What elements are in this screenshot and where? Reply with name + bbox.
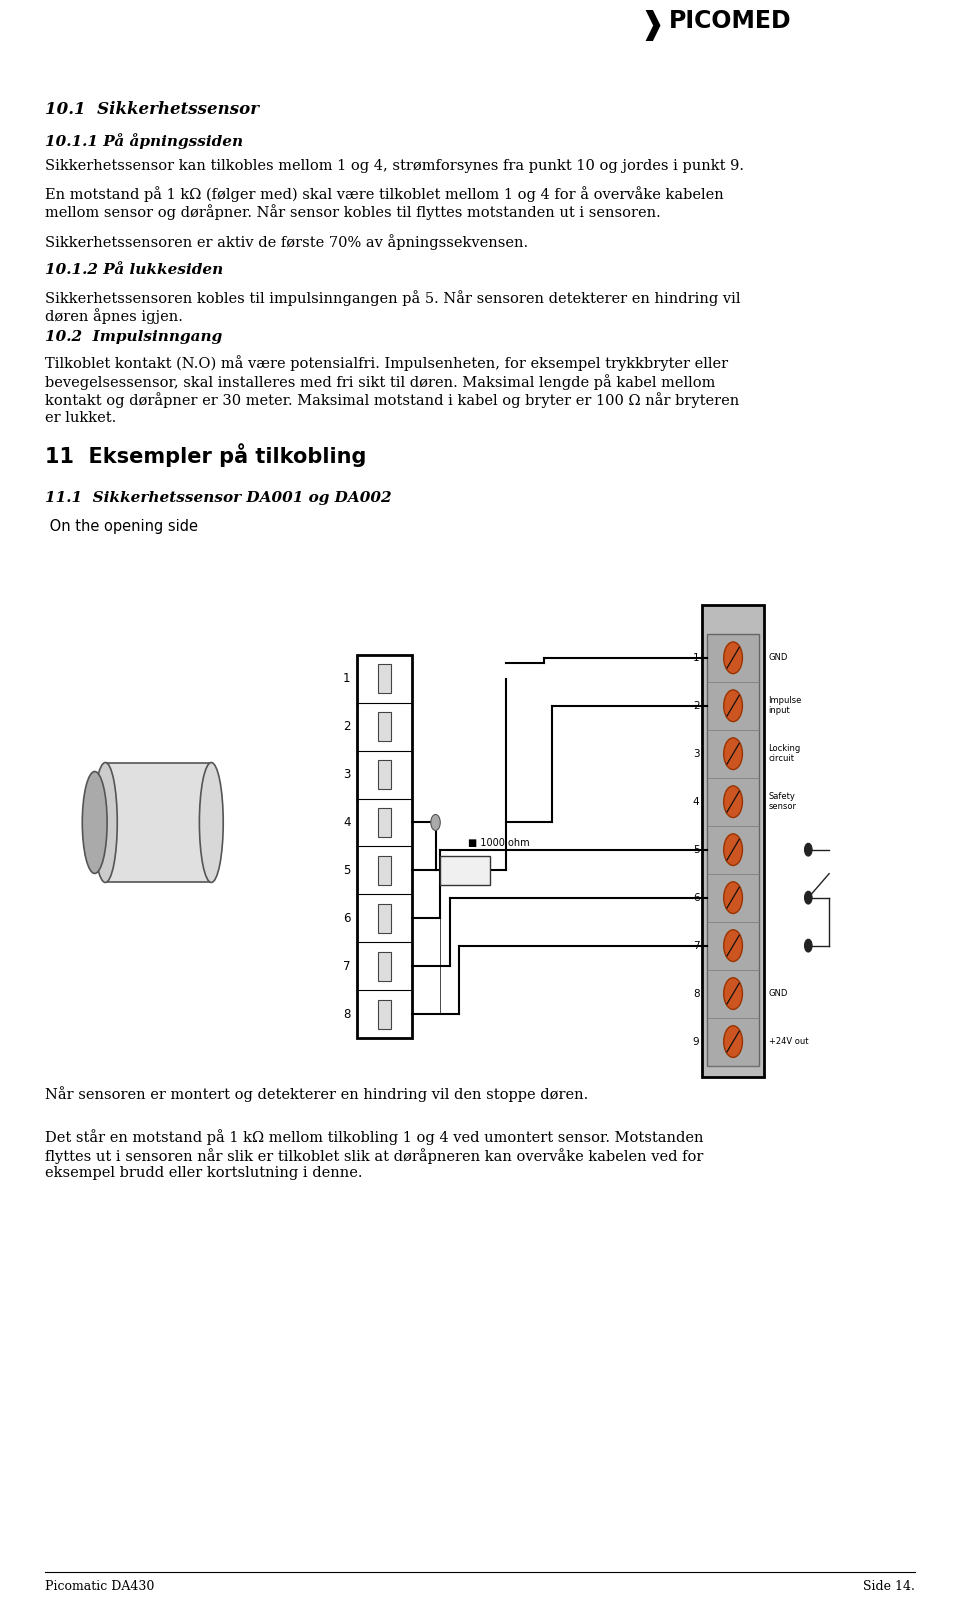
Bar [378, 857, 391, 886]
Text: 3: 3 [693, 748, 700, 758]
Bar [441, 857, 491, 886]
Text: Locking
circuit: Locking circuit [769, 744, 801, 763]
Text: En motstand på 1 kΩ (følger med) skal være tilkoblet mellom 1 og 4 for å overvåk: En motstand på 1 kΩ (følger med) skal væ… [45, 185, 724, 221]
Circle shape [724, 786, 742, 818]
Text: 3: 3 [343, 768, 350, 781]
Text: 1: 1 [343, 673, 350, 686]
Text: On the opening side: On the opening side [45, 519, 198, 534]
Circle shape [804, 844, 812, 857]
Ellipse shape [93, 763, 117, 882]
Bar [357, 655, 412, 1039]
Bar [378, 1000, 391, 1029]
Bar [378, 952, 391, 981]
Text: 6: 6 [693, 892, 700, 903]
Text: 4: 4 [343, 816, 350, 829]
Text: Sikkerhetssensor kan tilkobles mellom 1 og 4, strømforsynes fra punkt 10 og jord: Sikkerhetssensor kan tilkobles mellom 1 … [45, 158, 744, 173]
Circle shape [724, 834, 742, 866]
Text: Side 14.: Side 14. [863, 1581, 915, 1594]
Text: 10.1  Sikkerhetssensor: 10.1 Sikkerhetssensor [45, 102, 259, 118]
Circle shape [724, 690, 742, 721]
Ellipse shape [83, 771, 108, 874]
Bar [703, 605, 764, 1077]
Text: 6: 6 [343, 911, 350, 924]
Text: 9: 9 [693, 1037, 700, 1047]
Text: Sikkerhetssensoren kobles til impulsinngangen på 5. Når sensoren detekterer en h: Sikkerhetssensoren kobles til impulsinng… [45, 290, 740, 324]
Text: 5: 5 [343, 865, 350, 877]
Text: Picomatic DA430: Picomatic DA430 [45, 1581, 155, 1594]
Text: 8: 8 [343, 1008, 350, 1021]
Circle shape [724, 1026, 742, 1058]
Text: 10.2  Impulsinngang: 10.2 Impulsinngang [45, 331, 222, 344]
Text: 8: 8 [693, 989, 700, 998]
Circle shape [431, 815, 441, 831]
Text: 11  Eksempler på tilkobling: 11 Eksempler på tilkobling [45, 444, 366, 468]
Text: 10.1.2 På lukkesiden: 10.1.2 På lukkesiden [45, 263, 223, 277]
Text: 11.1  Sikkerhetssensor DA001 og DA002: 11.1 Sikkerhetssensor DA001 og DA002 [45, 492, 392, 505]
Text: GND: GND [769, 653, 788, 663]
Ellipse shape [200, 763, 224, 882]
Text: Safety
sensor: Safety sensor [769, 792, 797, 811]
Circle shape [724, 929, 742, 961]
Text: 1: 1 [693, 653, 700, 663]
Text: 2: 2 [693, 700, 700, 711]
Text: Når sensoren er montert og detekterer en hindring vil den stoppe døren.: Når sensoren er montert og detekterer en… [45, 1086, 588, 1102]
Text: 7: 7 [693, 940, 700, 950]
Bar [378, 665, 391, 694]
Bar [378, 760, 391, 789]
Text: GND: GND [769, 989, 788, 998]
Bar [708, 634, 759, 1066]
Circle shape [724, 882, 742, 913]
Text: 4: 4 [693, 797, 700, 806]
Text: Tilkoblet kontakt (N.O) må være potensialfri. Impulsenheten, for eksempel trykkb: Tilkoblet kontakt (N.O) må være potensia… [45, 355, 739, 424]
Text: Impulse
input: Impulse input [769, 697, 802, 715]
Text: +24V out: +24V out [769, 1037, 808, 1047]
Bar [378, 808, 391, 837]
Text: Det står en motstand på 1 kΩ mellom tilkobling 1 og 4 ved umontert sensor. Motst: Det står en motstand på 1 kΩ mellom tilk… [45, 1129, 704, 1181]
Text: PICOMED: PICOMED [669, 10, 792, 34]
FancyBboxPatch shape [106, 763, 211, 882]
Text: 5: 5 [693, 845, 700, 855]
Circle shape [804, 939, 812, 952]
Text: 10.1.1 På åpningssiden: 10.1.1 På åpningssiden [45, 134, 243, 148]
Text: 7: 7 [343, 960, 350, 973]
Bar [378, 903, 391, 932]
Text: ❱: ❱ [639, 10, 664, 42]
Text: Sikkerhetssensoren er aktiv de første 70% av åpningssekvensen.: Sikkerhetssensoren er aktiv de første 70… [45, 234, 528, 250]
Text: ■ 1000 ohm: ■ 1000 ohm [468, 839, 529, 848]
Bar [378, 713, 391, 740]
Circle shape [804, 892, 812, 903]
Circle shape [724, 642, 742, 674]
Text: 2: 2 [343, 719, 350, 732]
Circle shape [724, 737, 742, 769]
Circle shape [724, 977, 742, 1010]
